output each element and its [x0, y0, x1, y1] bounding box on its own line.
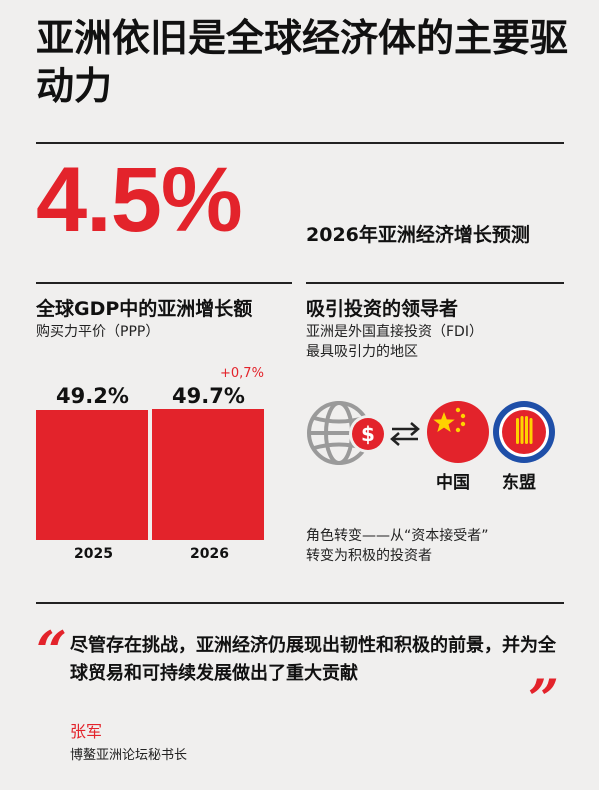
growth-label: 2026年亚洲经济增长预测: [306, 224, 530, 246]
gdp-chart: +0,7% 49.2% 49.7% 2025 2026: [36, 362, 268, 572]
dollar-sign: $: [361, 422, 375, 446]
quote-author-role: 博鳌亚洲论坛秘书长: [70, 748, 188, 763]
x-tick-label: 2026: [190, 546, 229, 562]
bar-2025: [36, 410, 148, 540]
china-flag-icon: [427, 401, 489, 463]
fdi-title: 吸引投资的领导者: [306, 298, 459, 320]
gdp-subtitle: 购买力平价（PPP）: [36, 324, 160, 340]
exchange-arrows-icon: [390, 422, 420, 446]
bar-value-label: 49.7%: [172, 384, 245, 408]
country-label-asean: 东盟: [502, 473, 536, 493]
bar-value-label: 49.2%: [56, 384, 129, 408]
divider-left: [36, 282, 292, 284]
divider-right: [306, 282, 564, 284]
close-quote-mark: ”: [528, 667, 560, 731]
open-quote-mark: “: [36, 619, 68, 683]
fdi-caption-line2: 转变为积极的投资者: [306, 548, 432, 564]
gdp-title: 全球GDP中的亚洲增长额: [36, 298, 253, 320]
country-label-china: 中国: [436, 473, 470, 493]
growth-value: 4.5%: [36, 149, 243, 251]
divider-top: [36, 142, 564, 144]
fdi-subtitle-line2: 最具吸引力的地区: [306, 344, 418, 360]
page-title: 亚洲依旧是全球经济体的主要驱动力: [36, 16, 569, 108]
fdi-subtitle-line1: 亚洲是外国直接投资（FDI）: [306, 324, 483, 340]
quote-author: 张军: [70, 722, 103, 741]
quote-text: 尽管存在挑战，亚洲经济仍展现出韧性和积极的前景，并为全球贸易和可持续发展做出了重…: [70, 635, 556, 684]
x-tick-label: 2025: [74, 546, 113, 562]
fdi-caption-line1: 角色转变——从“资本接受者”: [306, 528, 489, 544]
dollar-icon: $: [352, 418, 384, 450]
asean-emblem-icon: [493, 401, 555, 463]
divider-bottom: [36, 602, 564, 604]
chart-annotation: +0,7%: [220, 366, 264, 381]
bar-2026: [152, 409, 264, 540]
